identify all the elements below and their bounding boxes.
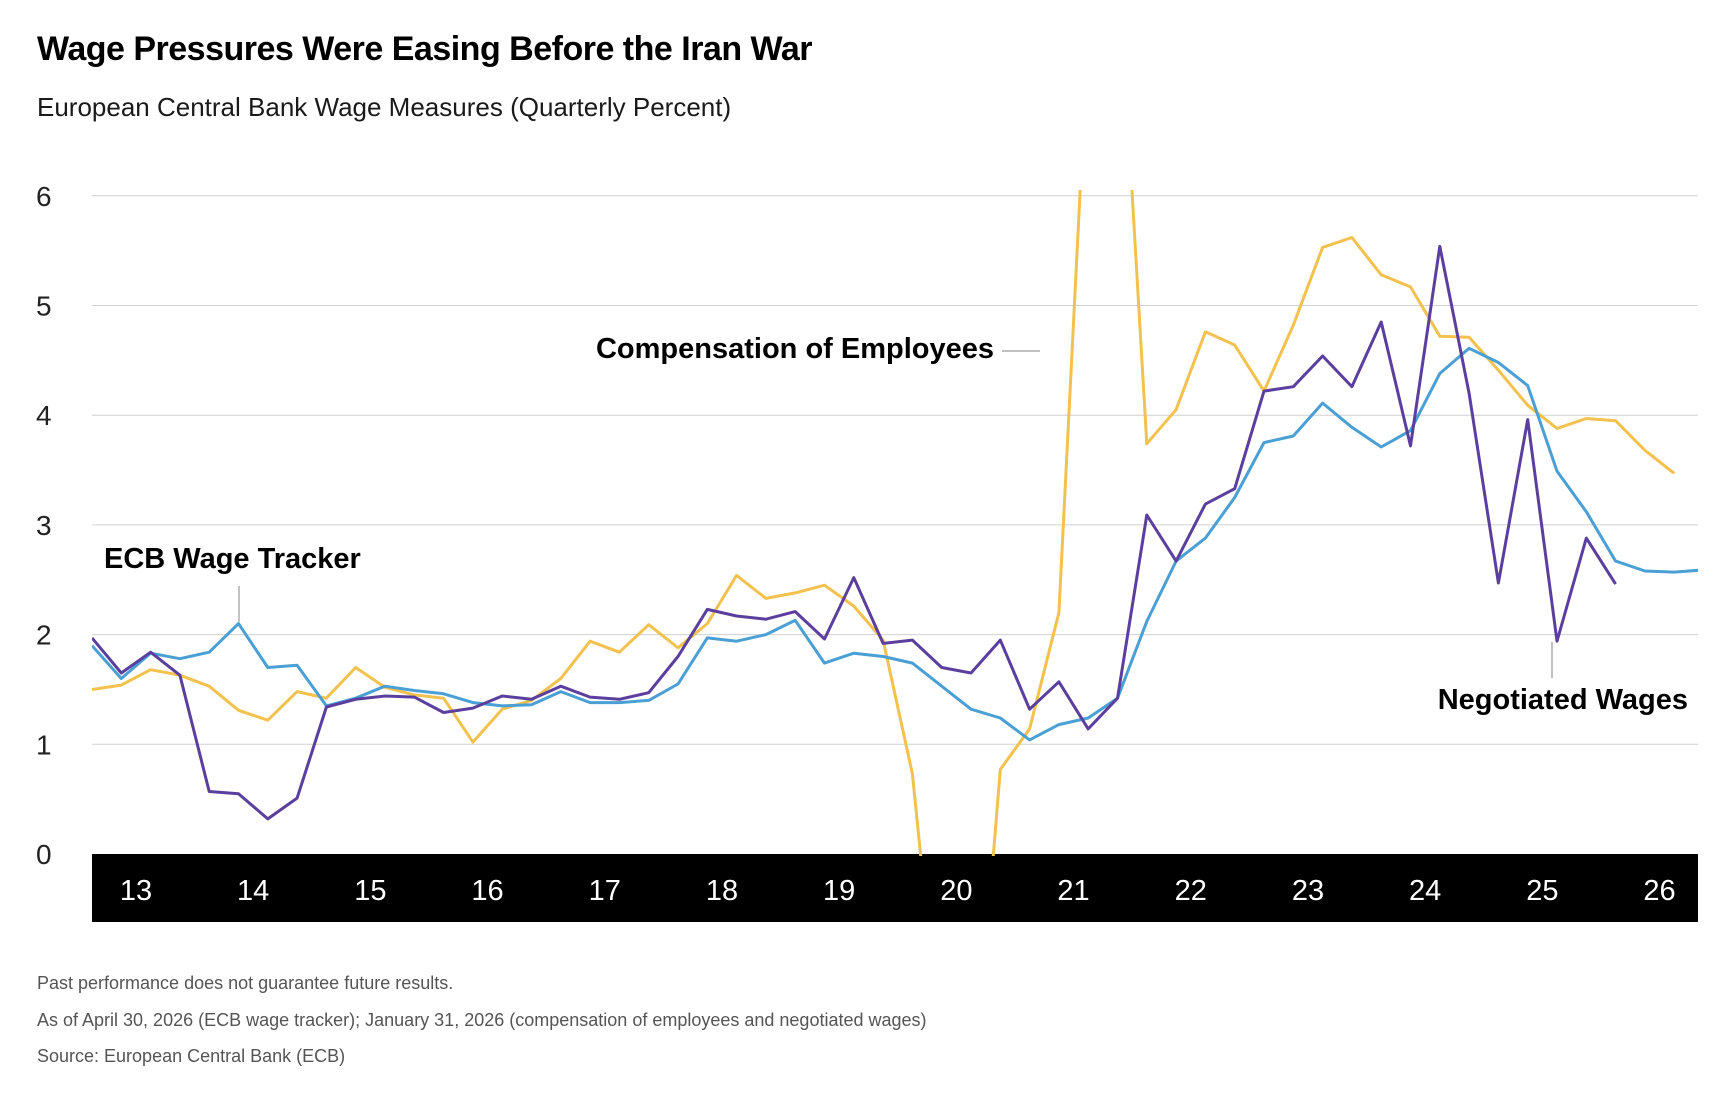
x-tick-label: 13 [120,875,152,907]
y-tick-label: 3 [36,510,52,541]
series-group [92,190,1698,856]
y-tick-label: 1 [36,729,52,760]
x-tick-label: 23 [1292,875,1324,907]
x-tick-label: 21 [1057,875,1089,907]
y-tick-label: 2 [36,620,52,651]
x-tick-label: 15 [354,875,386,907]
x-tick-label: 18 [706,875,738,907]
y-tick-label: 5 [36,291,52,322]
x-tick-label: 25 [1526,875,1558,907]
footnote-as-of: As of April 30, 2026 (ECB wage tracker);… [37,1010,927,1030]
annotation-negotiated-wages: Negotiated Wages [1438,684,1688,716]
y-tick-label: 4 [36,400,52,431]
y-tick-label: 6 [36,181,52,212]
x-tick-label: 17 [589,875,621,907]
x-tick-label: 19 [823,875,855,907]
series-line-negotiated-wages [92,244,1617,821]
x-tick-label: 22 [1175,875,1207,907]
y-tick-label: 0 [36,839,52,870]
annotations: Compensation of Employees ECB Wage Track… [104,333,1688,716]
x-tick-label: 20 [940,875,972,907]
annotation-compensation-of-employees: Compensation of Employees [596,333,994,365]
footnote-source: Source: European Central Bank (ECB) [37,1046,346,1066]
x-axis-band [92,854,1698,922]
footnote-disclaimer: Past performance does not guarantee futu… [37,973,454,993]
x-tick-label: 24 [1409,875,1441,907]
x-tick-label: 14 [237,875,269,907]
x-tick-label: 16 [471,875,503,907]
chart-title: Wage Pressures Were Easing Before the Ir… [37,30,813,68]
annotation-ecb-wage-tracker: ECB Wage Tracker [104,543,361,575]
chart-subtitle: European Central Bank Wage Measures (Qua… [37,92,732,122]
x-axis: 13 14 15 16 17 18 19 20 21 22 23 24 25 26 [120,875,1676,907]
x-tick-label: 26 [1643,875,1675,907]
grid-lines [92,195,1698,745]
series-line-ecb-wage-tracker [92,346,1698,742]
y-axis: 0 1 2 3 4 5 6 [36,181,52,870]
